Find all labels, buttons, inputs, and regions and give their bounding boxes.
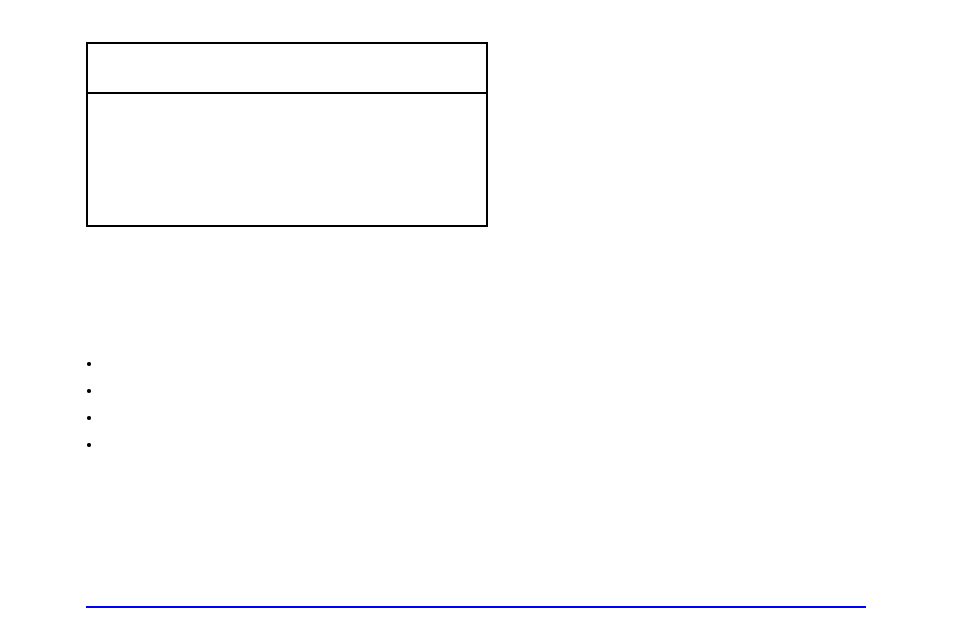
horizontal-divider <box>86 606 866 608</box>
table-header-row <box>88 44 486 94</box>
bullet-list <box>82 350 102 458</box>
data-table <box>86 42 488 227</box>
table-body-row <box>88 94 486 225</box>
